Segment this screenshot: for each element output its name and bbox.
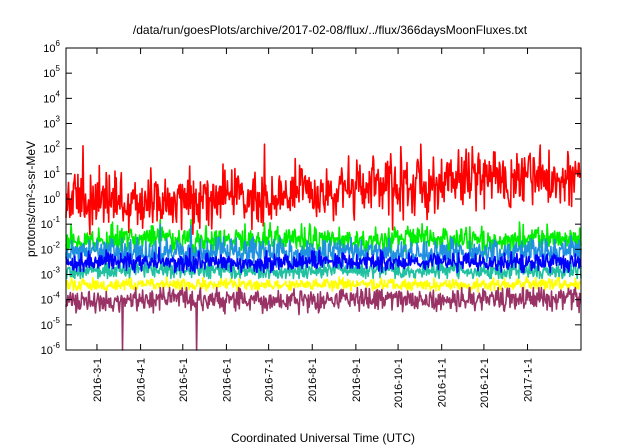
y-tick-base: 10	[43, 169, 55, 181]
y-tick-exponent: -4	[53, 291, 61, 300]
x-axis: 2016-3-1 2016-4-1 2016-5-1 2016-6-1 2016-7-1…	[92, 48, 535, 408]
x-tick-label: 2016-4-1	[136, 358, 148, 402]
y-tick-base: 10	[43, 194, 55, 206]
y-tick-exponent: -5	[53, 316, 61, 325]
y-tick-exponent: 6	[56, 39, 61, 48]
x-tick-label: 2016-11-1	[437, 358, 449, 407]
y-tick-base: 10	[43, 93, 55, 105]
y-tick-exponent: 1	[56, 165, 61, 174]
y-tick-label: 10-5	[41, 316, 61, 332]
y-tick-label: 104	[43, 89, 60, 105]
y-tick-exponent: -3	[53, 266, 61, 275]
y-axis-label: protons/cm²-s-sr-MeV	[24, 141, 38, 257]
x-tick-label: 2016-7-1	[264, 358, 276, 402]
y-tick-label: 10-6	[41, 341, 61, 357]
y-tick-label: 10-2	[41, 240, 61, 256]
series-line	[65, 143, 582, 236]
y-tick-label: 10-3	[41, 266, 61, 282]
y-tick-base: 10	[41, 320, 53, 332]
y-tick-base: 10	[43, 68, 55, 80]
series-line	[65, 223, 582, 268]
y-tick-exponent: 3	[56, 115, 61, 124]
y-tick-label: 100	[43, 190, 60, 206]
y-tick-exponent: 4	[56, 89, 61, 98]
y-tick-exponent: 2	[56, 140, 61, 149]
x-tick-label: 2016-5-1	[178, 358, 190, 402]
y-tick-exponent: -6	[53, 341, 61, 350]
y-tick-label: 106	[43, 39, 60, 55]
y-tick-base: 10	[43, 43, 55, 55]
y-tick-base: 10	[41, 345, 53, 357]
y-tick-base: 10	[41, 270, 53, 282]
series-line	[65, 276, 582, 293]
y-axis: 10-610-510-410-310-210-11001011021031041…	[41, 39, 581, 357]
y-tick-base: 10	[41, 219, 53, 231]
x-tick-label: 2016-12-1	[479, 358, 491, 408]
y-tick-base: 10	[43, 144, 55, 156]
x-tick-label: 2016-10-1	[393, 358, 405, 408]
x-tick-label: 2016-3-1	[92, 358, 104, 402]
chart-title: /data/run/goesPlots/archive/2017-02-08/f…	[133, 23, 528, 37]
x-tick-label: 2017-1-1	[523, 358, 535, 402]
y-tick-label: 102	[43, 140, 60, 156]
y-tick-label: 101	[43, 165, 60, 181]
y-tick-exponent: 5	[56, 64, 61, 73]
y-tick-base: 10	[41, 244, 53, 256]
series-line	[65, 258, 582, 280]
y-tick-exponent: -2	[53, 240, 61, 249]
series-layer	[65, 143, 582, 351]
x-tick-label: 2016-6-1	[221, 358, 233, 402]
x-axis-label: Coordinated Universal Time (UTC)	[231, 431, 415, 445]
y-tick-label: 103	[43, 115, 60, 131]
x-tick-label: 2016-8-1	[307, 358, 319, 402]
x-tick-label: 2016-9-1	[351, 358, 363, 402]
series-line	[65, 286, 582, 351]
y-tick-base: 10	[41, 295, 53, 307]
y-tick-label: 10-1	[41, 215, 61, 231]
series-line	[65, 218, 582, 256]
y-tick-exponent: -1	[53, 215, 61, 224]
series-line	[65, 246, 582, 274]
y-tick-label: 105	[43, 64, 60, 80]
y-tick-label: 10-4	[41, 291, 61, 307]
y-tick-base: 10	[43, 119, 55, 131]
y-tick-exponent: 0	[56, 190, 61, 199]
